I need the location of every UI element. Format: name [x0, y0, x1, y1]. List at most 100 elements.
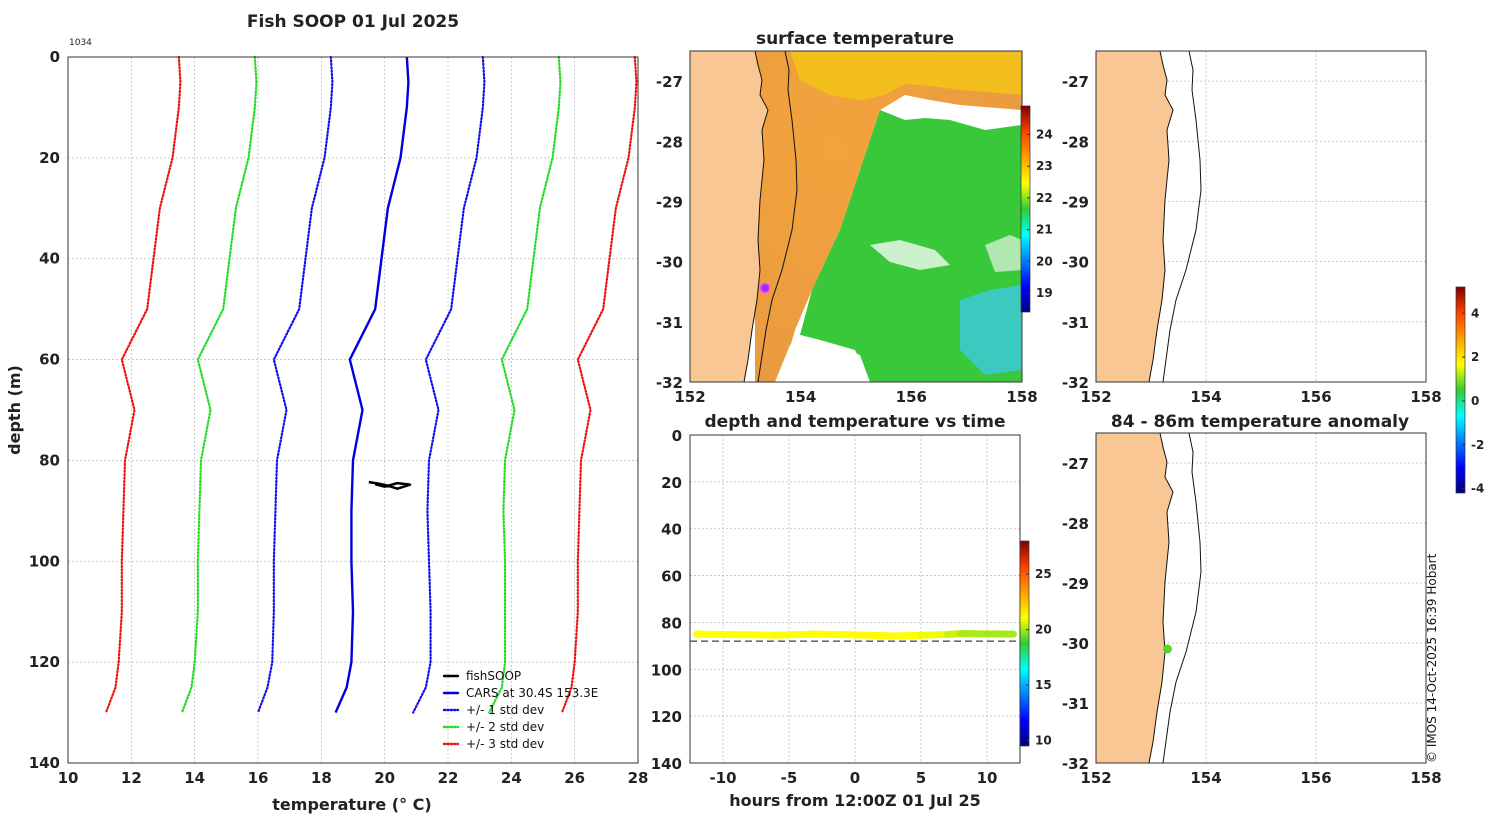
profile-xtick-label: 24 [501, 769, 522, 787]
anomaly-map-points [1163, 644, 1172, 654]
blank-map-ytick-label: -32 [1062, 374, 1089, 392]
profile-ytick-label: 100 [29, 552, 60, 570]
sst-ytick-label: -32 [656, 374, 683, 392]
profile-ytick-label: 0 [50, 48, 60, 66]
sst-colorbar-tick-label: 21 [1036, 223, 1053, 237]
anomaly-map-ytick-label: -32 [1062, 755, 1089, 773]
sst-ytick-label: -30 [656, 254, 683, 272]
sst-cloud-gap [775, 335, 870, 382]
anomaly-map-ytick-label: -28 [1062, 515, 1089, 533]
anomaly-map-ytick-label: -29 [1062, 575, 1089, 593]
depth-time-xtick-label: 0 [850, 769, 860, 787]
anomaly-map-frame [1095, 432, 1427, 764]
anomaly-map-land [1096, 433, 1202, 763]
profile-xtick-label: 28 [628, 769, 649, 787]
anomaly-colorbar-tick-label: -2 [1471, 438, 1484, 452]
profile-ytick-label: 140 [29, 754, 60, 772]
sst-colorbar-tick-label: 24 [1036, 128, 1053, 142]
anomaly-map-title: 84 - 86m temperature anomaly [1111, 412, 1409, 432]
sst-cyan-patch [960, 285, 1022, 375]
depth-time-ytick-label: 60 [661, 568, 682, 586]
blank-map-ytick-label: -29 [1062, 193, 1089, 211]
depth-time-xtick-label: 10 [977, 769, 998, 787]
sst-colorbar-tick-label: 19 [1036, 286, 1053, 300]
sst-ytick-label: -29 [656, 193, 683, 211]
id-label: 1034 [69, 38, 92, 48]
profile-series-line [334, 56, 410, 714]
depth-time-ytick-label: 40 [661, 521, 682, 539]
sst-depth-contour [757, 51, 798, 382]
fish-track [368, 480, 412, 490]
legend-label: +/- 2 std dev [466, 720, 544, 734]
blank-map-ticks: 152 154 156 158 -27 -28 -29 -30 -31 -32 [1062, 73, 1442, 406]
profile-plot: 10 12 14 16 18 20 22 24 26 28 0 20 40 60 80 100 120 140 t… [5, 48, 648, 814]
anomaly-map-coastline [1148, 433, 1174, 763]
anomaly-point [1163, 644, 1172, 654]
sst-cloud-patch [870, 240, 950, 270]
sst-land [690, 51, 768, 382]
profile-series-line [104, 55, 182, 714]
blank-map-coastline [1148, 51, 1174, 382]
profile-ytick-label: 80 [39, 451, 60, 469]
depth-time-xlabel: hours from 12:00Z 01 Jul 25 [729, 791, 980, 810]
figure-title: Fish SOOP 01 Jul 2025 [247, 12, 459, 32]
profile-xtick-label: 12 [121, 769, 142, 787]
anomaly-map-ytick-label: -31 [1062, 695, 1089, 713]
depth-time-segment [811, 630, 859, 639]
profile-ticks: 10 12 14 16 18 20 22 24 26 28 0 20 40 60 80 100 120 140 [29, 48, 649, 787]
sst-map-title: surface temperature [756, 29, 954, 49]
anomaly-map: 84 - 86m temperature anomaly 152 154 156 15… [1062, 286, 1484, 787]
sst-ytick-label: -28 [656, 133, 683, 151]
depth-time-points [693, 630, 1017, 640]
anomaly-colorbar-tick-label: 4 [1471, 306, 1479, 320]
anomaly-colorbar [1455, 286, 1466, 494]
depth-time-ytick-label: 100 [651, 661, 682, 679]
sst-yellow-band [790, 51, 1022, 100]
profile-series-line [488, 55, 562, 714]
profile-series-line [256, 55, 334, 714]
sst-colorbar [1020, 105, 1031, 313]
depth-time-title: depth and temperature vs time [705, 412, 1006, 432]
blank-map-xtick-label: 156 [1300, 388, 1331, 406]
blank-map-landmass [1096, 51, 1173, 382]
depth-time-colorbar-ticks: 10 15 20 25 [1026, 567, 1052, 747]
profile-xtick-label: 20 [374, 769, 395, 787]
profile-lines [104, 55, 638, 714]
legend-label: CARS at 30.4S 153.3E [466, 686, 598, 700]
depth-time-segment [917, 630, 951, 639]
blank-map-ytick-label: -27 [1062, 73, 1089, 91]
profile-xtick-label: 14 [184, 769, 205, 787]
sst-xtick-label: 154 [785, 388, 816, 406]
anomaly-map-depth-contour [1162, 433, 1202, 763]
anomaly-colorbar-ticks: 4 2 0 -2 -4 [1462, 306, 1484, 496]
depth-time-segment [851, 631, 899, 640]
depth-time-xtick-label: -5 [781, 769, 798, 787]
profile-ytick-label: 40 [39, 250, 60, 268]
profile-frame [67, 56, 639, 764]
profile-ytick-label: 60 [39, 351, 60, 369]
blank-map-land [1096, 51, 1202, 382]
anomaly-map-ytick-label: -30 [1062, 635, 1089, 653]
sst-xtick-label: 156 [896, 388, 927, 406]
sst-position-marker [759, 282, 771, 294]
depth-time-colorbar-tick-label: 25 [1035, 567, 1052, 581]
sst-cloud-patch-2 [985, 235, 1022, 272]
profile-xlabel: temperature (° C) [272, 795, 431, 814]
blank-map-xtick-label: 158 [1410, 388, 1441, 406]
copyright-text: © IMOS 14-Oct-2025 16:39 Hobart [1425, 553, 1439, 763]
anomaly-colorbar-tick-label: 2 [1471, 350, 1479, 364]
profile-series-line [180, 55, 258, 714]
profile-ytick-label: 120 [29, 653, 60, 671]
sst-colorbar-tick-label: 23 [1036, 159, 1053, 173]
sst-ytick-label: -27 [656, 73, 683, 91]
profile-xtick-label: 16 [248, 769, 269, 787]
sst-map: surface temperature 152 154 156 158 -27 -28 -2… [656, 29, 1053, 406]
profile-series-line [560, 55, 638, 714]
anomaly-colorbar-tick-label: 0 [1471, 394, 1479, 408]
fish-track-line [368, 480, 412, 490]
sst-xtick-label: 152 [674, 388, 705, 406]
depth-time-ytick-label: 120 [651, 708, 682, 726]
depth-time-xtick-label: -10 [709, 769, 736, 787]
sst-xtick-label: 158 [1006, 388, 1037, 406]
